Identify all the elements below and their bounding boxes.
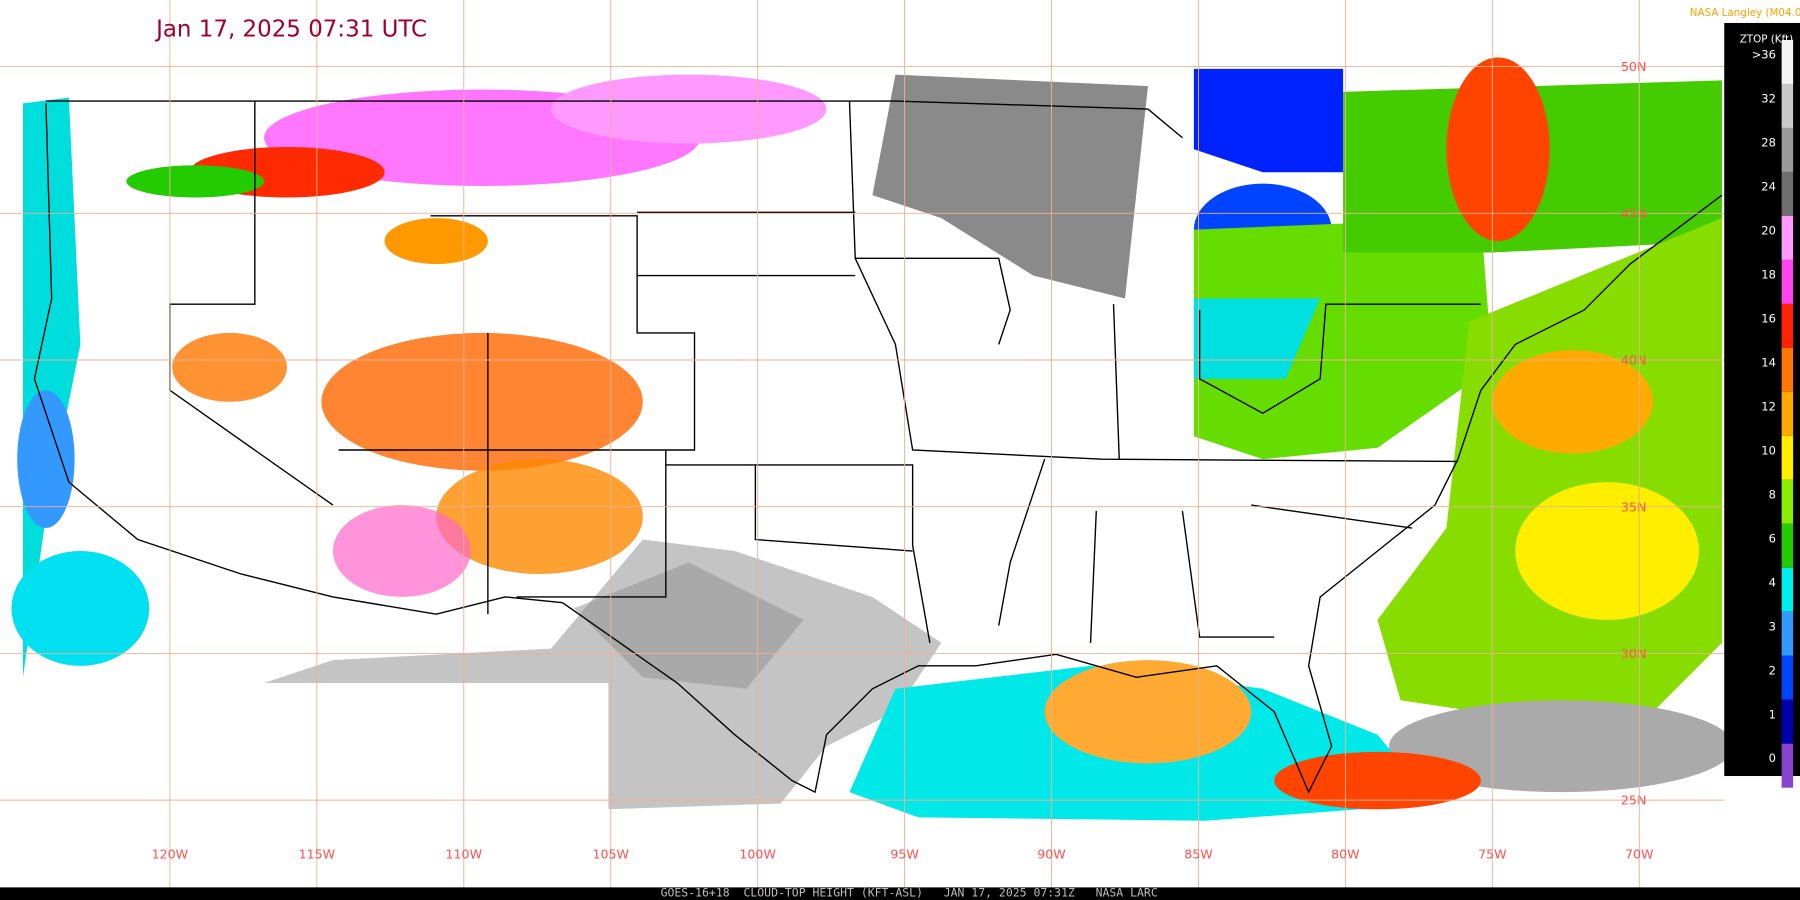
legend-swatch <box>1781 523 1794 568</box>
legend-swatch <box>1781 171 1794 216</box>
legend-label: 24 <box>1761 179 1776 193</box>
longitude-label: 100W <box>739 847 776 862</box>
legend-label: 28 <box>1761 136 1776 150</box>
legend-swatch <box>1781 567 1794 612</box>
legend-swatch <box>1781 655 1794 700</box>
legend-swatch <box>1781 435 1794 480</box>
legend-swatch <box>1781 303 1794 348</box>
map-title: Jan 17, 2025 07:31 UTC <box>154 17 427 43</box>
legend-swatch <box>1781 479 1794 524</box>
legend-label: >36 <box>1752 48 1776 62</box>
legend-label: 20 <box>1761 223 1776 237</box>
legend-swatch <box>1781 391 1794 436</box>
legend-swatch <box>1781 259 1794 304</box>
legend-label: 10 <box>1761 443 1776 457</box>
legend-swatch <box>1781 347 1794 392</box>
latitude-label: 35N <box>1621 499 1646 514</box>
latitude-label: 40N <box>1621 353 1646 368</box>
legend-label: 8 <box>1769 487 1776 501</box>
latitude-label: 50N <box>1621 59 1646 74</box>
legend-title: ZTOP (Kft) <box>1740 33 1793 45</box>
legend-label: 12 <box>1761 399 1776 413</box>
legend-label: 14 <box>1761 355 1776 369</box>
longitude-label: 115W <box>299 847 336 862</box>
lat-lon-grid: 50N 45N 40N 35N 30N 25N 120W 115W 110W 105W 100W 95… <box>0 0 1725 888</box>
latitude-label: 30N <box>1621 646 1646 661</box>
legend-swatch <box>1781 215 1794 260</box>
legend-swatch <box>1781 83 1794 128</box>
longitude-label: 90W <box>1037 847 1066 862</box>
longitude-label: 95W <box>890 847 919 862</box>
legend-label: 6 <box>1769 531 1776 545</box>
longitude-label: 120W <box>152 847 189 862</box>
longitude-label: 110W <box>446 847 483 862</box>
footer-caption: GOES-16+18 CLOUD-TOP HEIGHT (KFT-ASL) JA… <box>661 886 1158 900</box>
legend-swatch <box>1781 611 1794 656</box>
latitude-label: 45N <box>1621 206 1646 221</box>
legend-label: 0 <box>1769 751 1776 765</box>
longitude-label: 80W <box>1331 847 1360 862</box>
legend-label: 18 <box>1761 267 1776 281</box>
legend-swatch <box>1781 743 1794 788</box>
legend-label: 3 <box>1769 619 1776 633</box>
longitude-label: 75W <box>1478 847 1507 862</box>
longitude-label: 70W <box>1625 847 1654 862</box>
legend-label: 32 <box>1761 92 1776 106</box>
legend-swatch <box>1781 39 1794 84</box>
latitude-label: 25N <box>1621 793 1646 808</box>
legend-label: 4 <box>1769 575 1776 589</box>
legend-label: 2 <box>1769 663 1776 677</box>
legend-label: 16 <box>1761 311 1776 325</box>
legend-swatch <box>1781 127 1794 172</box>
longitude-label: 105W <box>592 847 629 862</box>
legend-label: 1 <box>1769 707 1776 721</box>
credit: NASA Langley (M04.0) <box>1690 7 1800 19</box>
longitude-label: 85W <box>1184 847 1213 862</box>
footer-bar <box>0 887 1800 900</box>
legend-swatch <box>1781 699 1794 744</box>
